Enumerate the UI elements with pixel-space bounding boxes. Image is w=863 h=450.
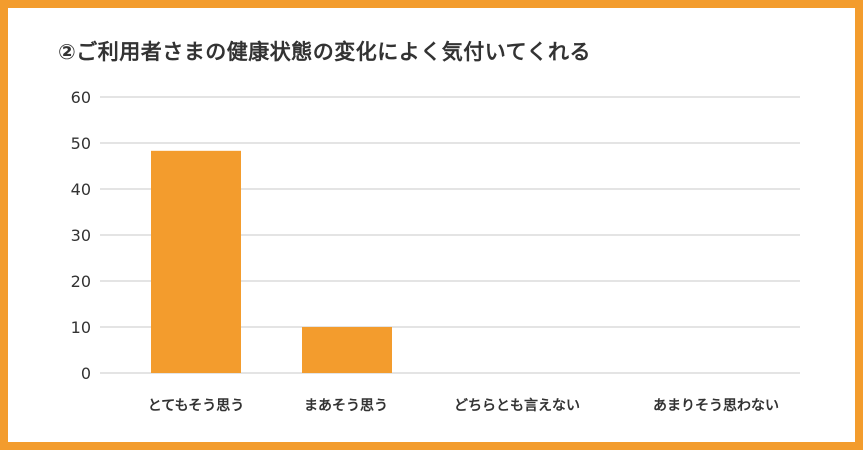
chart-panel <box>8 8 855 442</box>
y-tick-label: 30 <box>71 226 91 245</box>
x-category-label: とてもそう思う <box>148 398 245 414</box>
y-tick-label: 10 <box>71 318 91 337</box>
x-category-label: まあそう思う <box>304 398 388 414</box>
x-category-label: あまりそう思わない <box>653 398 779 414</box>
y-tick-label: 40 <box>71 180 91 199</box>
y-tick-label: 60 <box>71 88 91 107</box>
chart-title: ②ご利用者さまの健康状態の変化によく気付いてくれる <box>58 40 592 64</box>
bar <box>302 327 392 373</box>
bar <box>151 150 241 373</box>
x-category-label: どちらとも言えない <box>454 397 580 414</box>
y-tick-label: 50 <box>71 134 91 153</box>
y-tick-label: 0 <box>81 364 91 383</box>
y-tick-label: 20 <box>71 272 91 291</box>
